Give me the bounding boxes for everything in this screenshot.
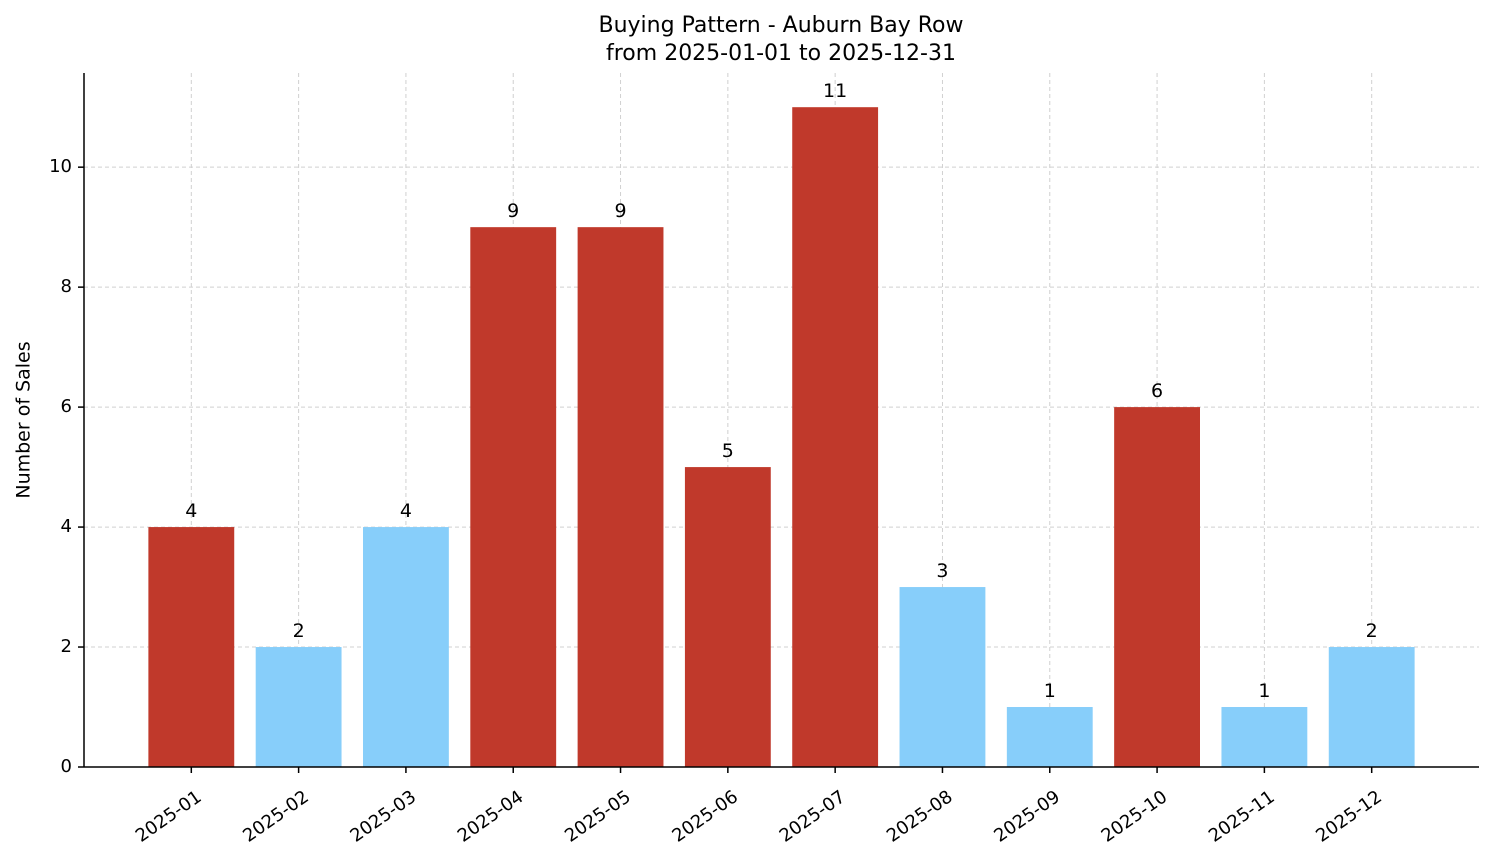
chart-subtitle: from 2025-01-01 to 2025-12-31	[606, 41, 956, 66]
x-tick-label: 2025-09	[990, 786, 1064, 846]
bar	[1114, 407, 1200, 767]
bar	[363, 527, 449, 767]
x-tick-label: 2025-06	[668, 786, 742, 846]
value-label: 2	[1366, 620, 1378, 642]
y-tick-label: 6	[61, 396, 72, 417]
value-label: 4	[400, 500, 412, 522]
bar	[577, 227, 664, 767]
bar	[470, 227, 557, 767]
x-tick-label: 2025-07	[776, 786, 850, 846]
x-tick-label: 2025-01	[132, 786, 206, 846]
bar	[1328, 647, 1415, 767]
value-label: 4	[185, 500, 197, 522]
value-label: 5	[722, 440, 734, 462]
y-tick-label: 10	[49, 156, 72, 177]
bar	[1006, 707, 1093, 767]
x-tick-label: 2025-12	[1312, 786, 1386, 846]
x-tick-label: 2025-10	[1098, 786, 1172, 846]
value-label: 3	[936, 560, 948, 582]
value-label: 11	[823, 80, 847, 102]
y-tick-label: 4	[61, 516, 72, 537]
x-tick-label: 2025-08	[883, 786, 957, 846]
bar	[255, 647, 342, 767]
bar	[899, 587, 986, 767]
x-tick-label: 2025-11	[1205, 786, 1279, 846]
bar	[792, 107, 879, 768]
value-label: 1	[1044, 680, 1056, 702]
chart-title: Buying Pattern - Auburn Bay Row	[599, 13, 964, 38]
value-label: 9	[507, 200, 519, 222]
x-tick-label: 2025-03	[346, 786, 420, 846]
y-axis-label: Number of Sales	[13, 341, 35, 498]
value-label: 9	[614, 200, 626, 222]
y-tick-label: 0	[61, 756, 72, 777]
value-label: 2	[293, 620, 305, 642]
x-tick-label: 2025-02	[239, 786, 313, 846]
bar	[1221, 707, 1308, 767]
value-label: 1	[1258, 680, 1270, 702]
bar	[684, 467, 771, 767]
y-tick-label: 2	[61, 636, 72, 657]
value-label: 6	[1151, 380, 1163, 402]
y-tick-label: 8	[61, 276, 72, 297]
x-tick-label: 2025-05	[561, 786, 635, 846]
x-tick-label: 2025-04	[454, 786, 528, 846]
bar	[148, 527, 235, 767]
